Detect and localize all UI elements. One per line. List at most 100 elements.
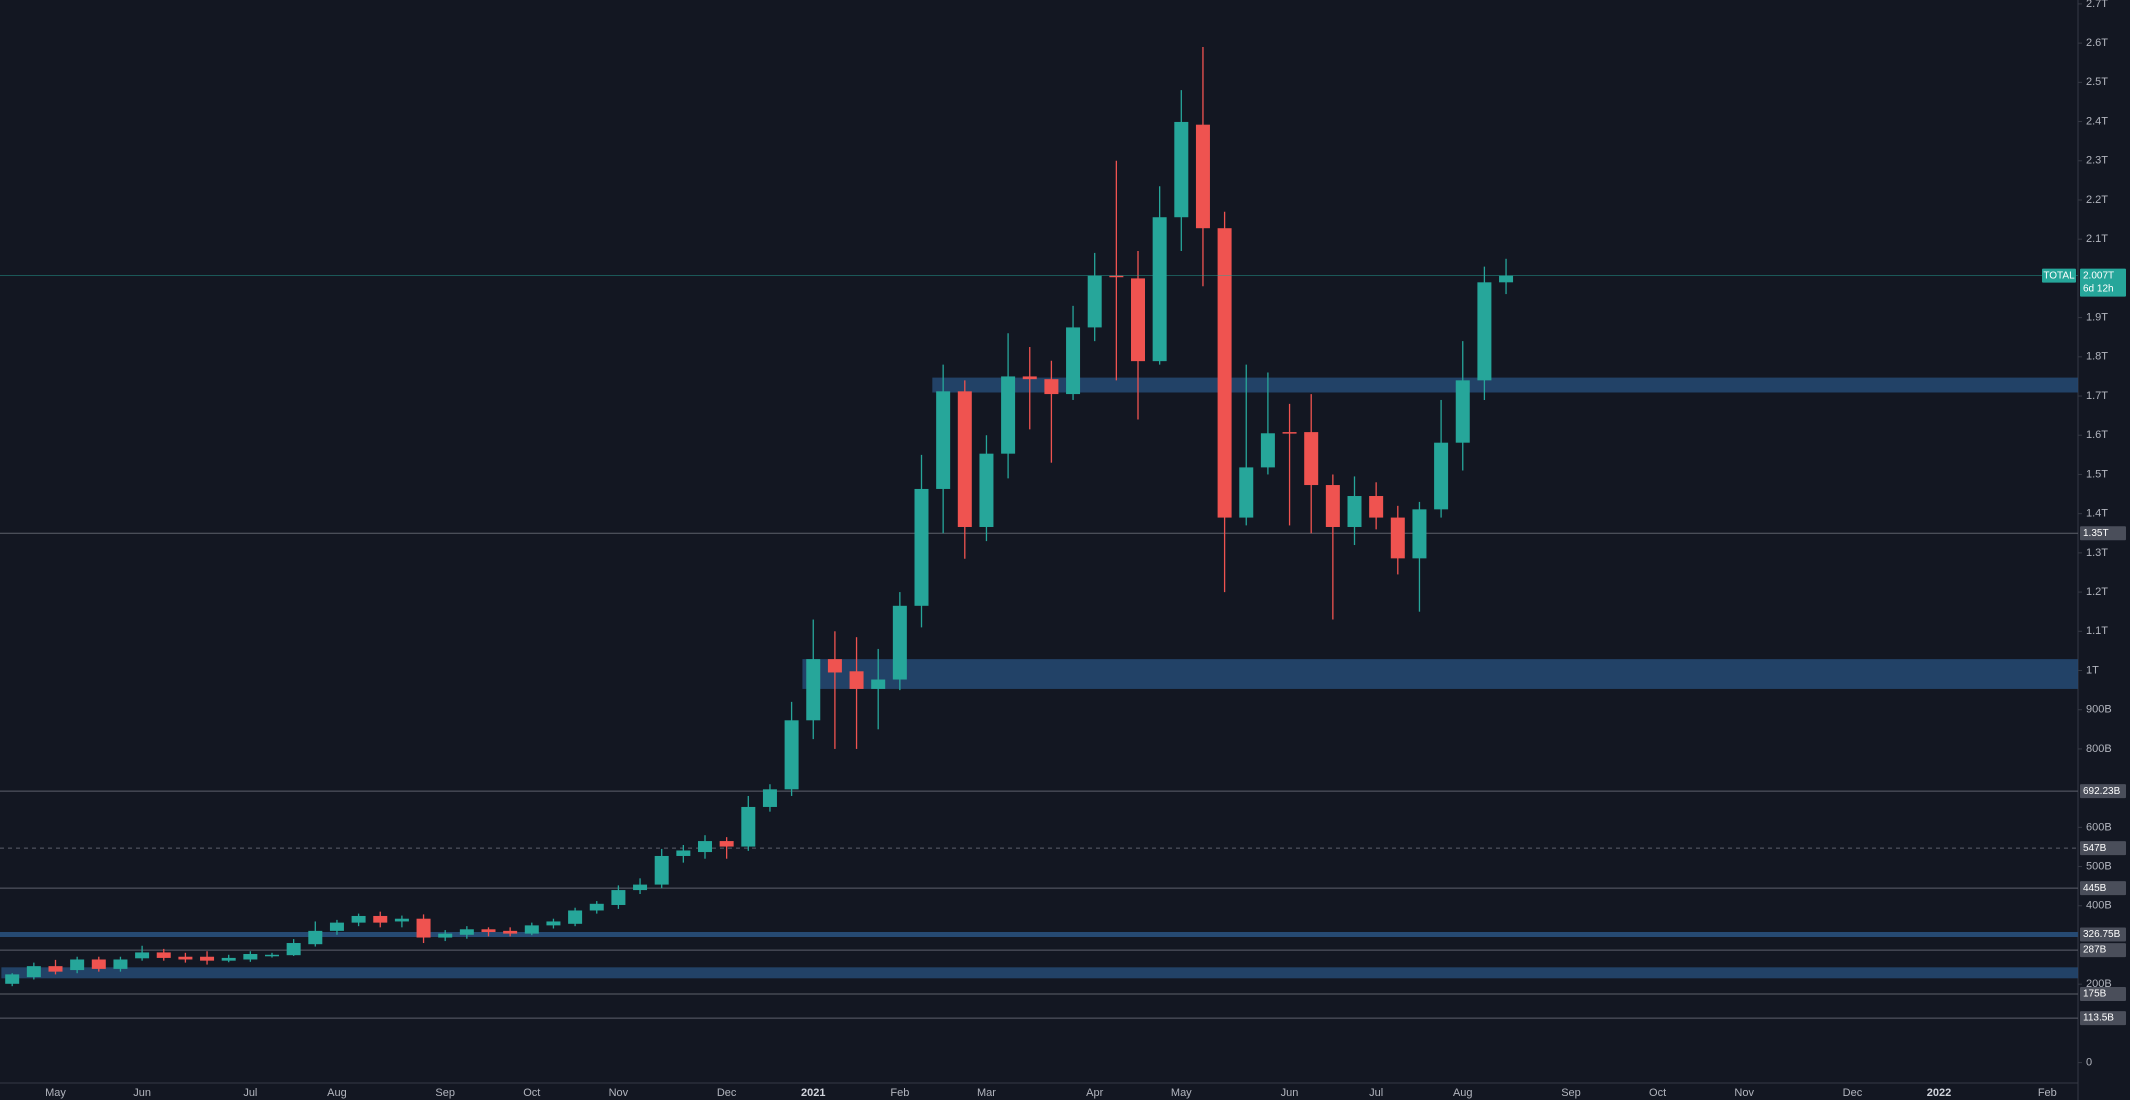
candle-body xyxy=(351,915,366,923)
x-tick-label: Apr xyxy=(1086,1087,1103,1099)
candle-body xyxy=(1434,442,1449,510)
x-tick-label: Jun xyxy=(1281,1087,1299,1099)
candle-body xyxy=(611,890,626,905)
candle-body xyxy=(1022,376,1037,380)
candle-body xyxy=(113,959,128,969)
y-tick-label: 2.3T xyxy=(2086,155,2108,167)
candle-body xyxy=(1239,467,1254,518)
y-tick-label: 0 xyxy=(2086,1057,2092,1069)
y-tick-label: 2.7T xyxy=(2086,0,2108,10)
candle-body xyxy=(1001,376,1016,454)
y-tick-label: 2.5T xyxy=(2086,76,2108,88)
candle-body xyxy=(438,933,453,938)
level-label-box xyxy=(2080,943,2126,958)
y-tick-label: 400B xyxy=(2086,900,2112,912)
x-tick-label: Feb xyxy=(2038,1087,2057,1099)
level-label: 445B xyxy=(2083,883,2107,894)
candle-body xyxy=(1390,517,1405,559)
y-tick-label: 800B xyxy=(2086,743,2112,755)
level-label-box xyxy=(2080,526,2126,541)
y-tick-label: 2.1T xyxy=(2086,233,2108,245)
candle-body xyxy=(1217,228,1232,518)
level-label-box xyxy=(2080,841,2126,856)
candle-body xyxy=(914,488,929,606)
level-label: 175B xyxy=(2083,989,2107,1000)
candle-body xyxy=(373,915,388,923)
candle-body xyxy=(762,789,777,807)
candle-body xyxy=(741,806,756,847)
x-tick-label: Mar xyxy=(977,1087,996,1099)
y-tick-label: 1.1T xyxy=(2086,625,2108,637)
candle-body xyxy=(849,671,864,689)
candle-body xyxy=(806,659,821,721)
candle-body xyxy=(1152,217,1167,362)
candle-body xyxy=(936,391,951,489)
candle-body xyxy=(1369,496,1384,518)
candle-body xyxy=(48,966,63,972)
x-tick-label: Dec xyxy=(1843,1087,1863,1099)
candle-body xyxy=(892,605,907,680)
candle-body xyxy=(784,720,799,790)
y-tick-label: 1.2T xyxy=(2086,586,2108,598)
candle-body xyxy=(1174,121,1189,218)
level-label-box xyxy=(2080,927,2126,942)
candle-body xyxy=(178,956,193,960)
candle-body xyxy=(135,952,150,959)
x-tick-label: Feb xyxy=(890,1087,909,1099)
x-tick-label: May xyxy=(1171,1087,1192,1099)
x-tick-label: Aug xyxy=(1453,1087,1473,1099)
x-tick-label: Jul xyxy=(243,1087,257,1099)
x-tick-label: Dec xyxy=(717,1087,737,1099)
candle-body xyxy=(1131,278,1145,362)
candle-body xyxy=(459,929,474,935)
candle-body xyxy=(871,679,886,689)
candle-body xyxy=(1260,433,1275,468)
zone xyxy=(932,377,2079,393)
candle-body xyxy=(221,957,236,961)
candle-body xyxy=(1477,282,1492,381)
candle-body xyxy=(546,921,561,926)
level-label-box xyxy=(2080,784,2126,799)
candle-body xyxy=(416,918,431,938)
candle-body xyxy=(1109,275,1124,278)
candle-body xyxy=(308,930,323,945)
candle-body xyxy=(156,952,171,958)
candle-body xyxy=(286,943,301,956)
candle-body xyxy=(524,925,539,934)
level-label-box xyxy=(2080,986,2126,1001)
price-box xyxy=(2080,268,2126,297)
candle-body xyxy=(1347,496,1362,527)
candle-body xyxy=(394,918,409,922)
level-label: 547B xyxy=(2083,843,2107,854)
candle-body xyxy=(26,966,41,978)
candle-body xyxy=(1304,432,1319,486)
candle-body xyxy=(503,930,518,934)
level-label: 113.5B xyxy=(2083,1013,2114,1024)
y-tick-label: 2.2T xyxy=(2086,194,2108,206)
candle-body xyxy=(568,910,583,924)
level-label: 1.35T xyxy=(2083,528,2109,539)
x-tick-label: Sep xyxy=(435,1087,455,1099)
candle-body xyxy=(827,659,842,673)
x-tick-label: Oct xyxy=(523,1087,540,1099)
candle-body xyxy=(1455,380,1470,443)
y-tick-label: 1T xyxy=(2086,664,2099,676)
countdown-label: 6d 12h xyxy=(2083,283,2114,294)
candle-body xyxy=(698,841,712,853)
candle-body xyxy=(243,953,258,960)
candle-body xyxy=(481,929,496,933)
candle-body xyxy=(979,453,994,527)
candle-body xyxy=(91,959,106,969)
y-tick-label: 1.8T xyxy=(2086,351,2108,363)
candle-body xyxy=(265,954,279,957)
y-tick-label: 1.3T xyxy=(2086,547,2108,559)
candle-body xyxy=(676,850,691,856)
level-label: 287B xyxy=(2083,945,2107,956)
zone xyxy=(802,659,2078,689)
y-tick-label: 1.7T xyxy=(2086,390,2108,402)
y-tick-label: 1.4T xyxy=(2086,508,2108,520)
candle-body xyxy=(329,922,344,931)
y-tick-label: 2.4T xyxy=(2086,115,2108,127)
level-label: 326.75B xyxy=(2083,929,2121,940)
x-tick-label: Oct xyxy=(1649,1087,1666,1099)
